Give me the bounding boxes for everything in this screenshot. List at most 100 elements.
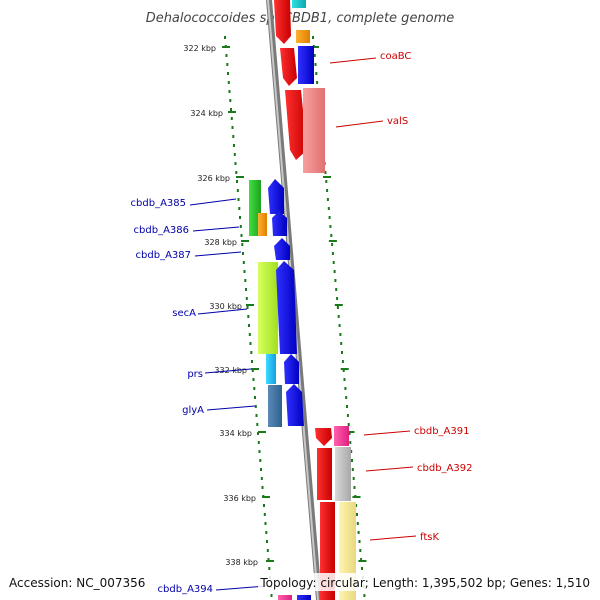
gene-block-glyA[interactable] [268, 385, 282, 427]
inner-track-dot [237, 198, 240, 201]
inner-track-dot [229, 99, 232, 102]
gene-block-cbdb_A392-red[interactable] [317, 448, 332, 500]
gene-label-text[interactable]: cbdb_A391 [414, 426, 469, 437]
gene-label-text[interactable]: cbdb_A394 [158, 584, 213, 595]
leader-line [197, 308, 248, 315]
outer-track-dot [358, 540, 361, 543]
gene-label-text[interactable]: secA [172, 308, 196, 319]
tick-label: 324 kbp [190, 109, 223, 118]
gene-block-cbdb_A386[interactable] [258, 213, 267, 236]
inner-track-dot [239, 225, 242, 228]
gene-arrow-prs[interactable] [284, 354, 299, 384]
gene-arrow-secA[interactable] [276, 261, 297, 354]
inner-track-dot [244, 279, 247, 282]
reverse-strand-genes [249, 180, 292, 600]
outer-track-dot [356, 513, 358, 516]
gene-label-cbdb_A387: cbdb_A387 [136, 250, 242, 261]
outer-track-dot [360, 558, 363, 561]
outer-track-dot [343, 378, 346, 381]
inner-track-dot [270, 594, 273, 597]
inner-track-dot [255, 414, 258, 417]
outer-track-dot [355, 504, 358, 507]
tick-330: 330 kbp [209, 302, 254, 311]
inner-track-dot [252, 378, 255, 381]
outer-track-dot [329, 225, 332, 228]
leader-line [206, 405, 256, 411]
leader-line [194, 251, 242, 257]
gene-label-secA: secA [172, 308, 248, 319]
tick-label: 334 kbp [219, 429, 252, 438]
gene-label-text[interactable]: glyA [182, 405, 204, 416]
gene-arrow-cbdb_A391[interactable] [315, 428, 332, 446]
inner-track-dot [266, 540, 268, 543]
gene-label-text[interactable]: cbdb_A385 [131, 198, 186, 209]
gene-arrow-upstream-1[interactable] [274, 0, 291, 44]
inner-track-dot [257, 432, 259, 435]
gene-arrow-cbdb_A385[interactable] [268, 179, 284, 214]
gene-label-cbdb_A394: cbdb_A394 [158, 584, 267, 595]
outer-track-dot [328, 216, 331, 219]
tick-324: 324 kbp [190, 109, 236, 118]
tick-label: 336 kbp [223, 494, 256, 503]
outer-track-dot [357, 531, 360, 534]
outer-track-dot [325, 180, 328, 183]
inner-track-dot [260, 477, 263, 480]
gene-arrow-coaBC[interactable] [280, 48, 297, 86]
gene-block-cbdb_A394[interactable] [278, 595, 292, 600]
inner-track-dot [234, 162, 237, 165]
accession-text: Accession: NC_007356 [9, 576, 145, 590]
gene-label-text[interactable]: coaBC [380, 51, 411, 62]
inner-track-dot [264, 522, 267, 525]
gene-label-valS: valS [335, 116, 408, 128]
gene-label-text[interactable]: prs [187, 369, 203, 380]
gene-arrow-valS[interactable] [285, 90, 307, 160]
gene-block-secA[interactable] [258, 262, 278, 354]
gene-label-text[interactable]: ftsK [420, 532, 439, 543]
inner-track-dot [224, 36, 226, 39]
outer-track-dot [345, 396, 348, 399]
inner-track-dot [232, 135, 235, 138]
gene-block-cbdb_A392[interactable] [335, 447, 351, 501]
gene-arrow-cbdb_A387[interactable] [274, 238, 290, 260]
inner-track-dot [242, 252, 244, 255]
gene-block-valS[interactable] [303, 88, 325, 173]
inner-track-dot [228, 90, 231, 93]
tick-label: 322 kbp [183, 44, 216, 53]
gene-arrow-glyA[interactable] [286, 384, 304, 426]
outer-track-dot [336, 297, 339, 300]
outer-track-dot [348, 432, 351, 435]
inner-track-dot [249, 342, 252, 345]
leader-line [329, 57, 377, 64]
outer-track-tick [340, 368, 349, 370]
gene-arrow-cbdb_A386[interactable] [272, 211, 287, 236]
outer-track-dot [327, 207, 330, 210]
leader-line [215, 585, 267, 591]
gene-arrow-cbdb_A394[interactable] [297, 595, 311, 600]
inner-track-dot [233, 153, 236, 156]
outer-track-dot [316, 81, 319, 84]
outer-track-dot [313, 54, 316, 57]
outer-track-dot [336, 306, 339, 309]
tick-336: 336 kbp [223, 494, 270, 503]
outer-track-dot [331, 252, 334, 255]
gene-block-upstream-2[interactable] [292, 0, 306, 8]
outer-track-dot [351, 468, 354, 471]
gene-block-coaBC-partner[interactable] [298, 46, 314, 84]
inner-track-dot [233, 144, 235, 147]
gene-label-text[interactable]: cbdb_A387 [136, 250, 191, 261]
gene-block-upstream-3[interactable] [296, 30, 310, 43]
gene-label-text[interactable]: cbdb_A386 [134, 225, 189, 236]
inner-track-dot [246, 306, 249, 309]
gene-block-prs[interactable] [266, 354, 276, 384]
gene-label-text[interactable]: valS [387, 116, 408, 127]
outer-track-dot [334, 279, 337, 282]
gene-block-cbdb_A391[interactable] [334, 426, 349, 446]
inner-track-dot [227, 81, 230, 84]
gene-label-ftsK: ftsK [369, 532, 439, 543]
inner-track-dot [251, 360, 253, 363]
inner-track-dot [253, 387, 256, 390]
tick-338: 338 kbp [225, 558, 274, 567]
gene-label-text[interactable]: cbdb_A392 [417, 463, 472, 474]
outer-track-dot [346, 405, 348, 408]
